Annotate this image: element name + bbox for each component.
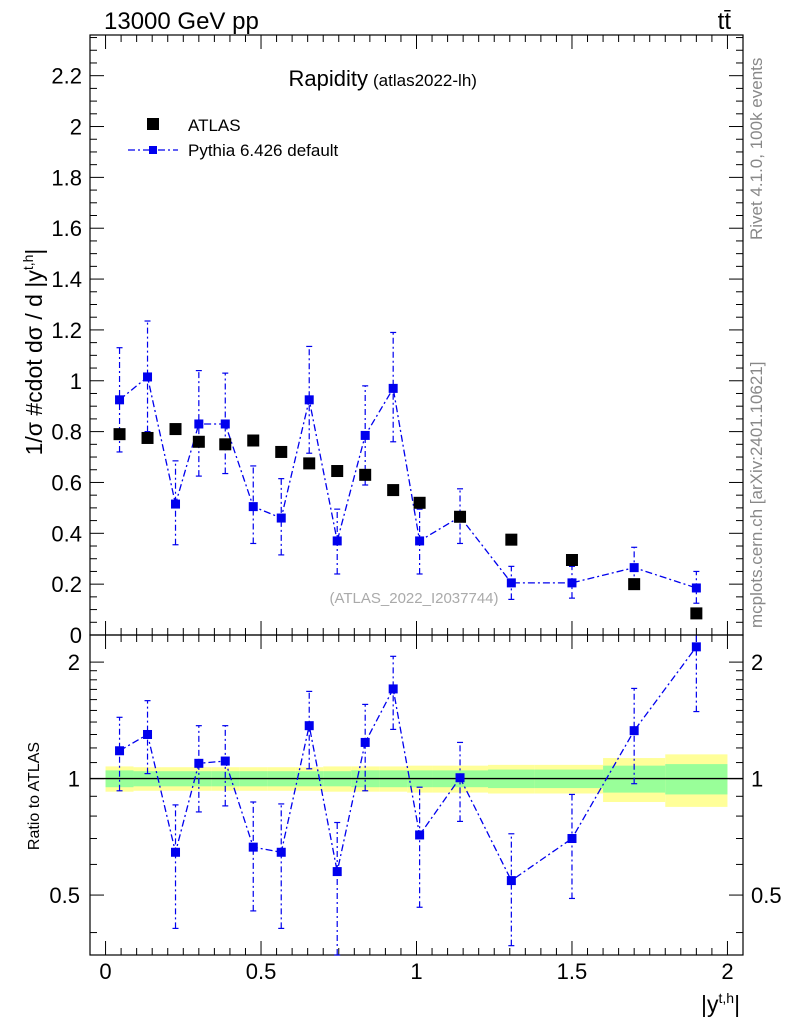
ratio-point (220, 756, 230, 766)
main-y-tick-label: 0.6 (51, 470, 82, 495)
x-axis-title: |yt,h| (701, 990, 740, 1017)
ratio-point (248, 842, 258, 852)
main-y-tick-label: 1.4 (51, 267, 82, 292)
x-tick-label: 1.5 (557, 959, 588, 984)
pythia-point (332, 536, 342, 546)
pythia-point (276, 513, 286, 523)
ratio-point (360, 737, 370, 747)
main-y-tick-label: 0.8 (51, 420, 82, 445)
atlas-point (141, 431, 154, 444)
pythia-point (194, 419, 204, 429)
ratio-y-tick-label-right: 0.5 (751, 883, 782, 908)
ratio-plot-panel: 0.5 0.5 1 1 2 2 0 0.5 1 1.5 2 Ratio to ATLAS (26, 634, 782, 984)
main-plot-panel: Rapidity (atlas2022-lh) (ATLAS_2022_I203… (20, 34, 744, 648)
atlas-point (169, 423, 182, 436)
pythia-point (220, 419, 230, 429)
ratio-point (143, 729, 153, 739)
atlas-point (413, 496, 426, 509)
x-tick-label: 2 (721, 959, 733, 984)
ratio-point (304, 721, 314, 731)
pythia-point (248, 502, 258, 512)
pythia-point (567, 578, 577, 588)
pythia-point (171, 499, 181, 509)
rivet-version-label: Rivet 4.1.0, 100k events (747, 58, 766, 240)
atlas-point (387, 484, 400, 497)
atlas-point (628, 578, 641, 591)
main-y-tick-label: 0 (70, 623, 82, 648)
pythia-point (506, 578, 516, 588)
ratio-point (629, 726, 639, 736)
atlas-point (219, 438, 232, 451)
analysis-watermark: (ATLAS_2022_I2037744) (329, 590, 498, 607)
svg-text:1/σ #cdot dσ / d |yt,h|: 1/σ #cdot dσ / d |yt,h| (20, 249, 47, 456)
ratio-y-tick-label-right: 2 (751, 650, 763, 675)
main-y-axis-title: 1/σ #cdot dσ / d |yt,h| (20, 249, 47, 456)
mcplots-label: mcplots.cern.ch [arXiv:2401.10621] (747, 362, 766, 628)
ratio-point (194, 758, 204, 768)
ratio-point (691, 642, 701, 652)
ratio-series-line (119, 646, 697, 882)
ratio-band-inner (665, 764, 728, 795)
main-y-tick-label: 1.6 (51, 216, 82, 241)
legend-atlas-marker (147, 118, 159, 130)
energy-label: 13000 GeV pp (104, 8, 259, 35)
ratio-y-tick-label-right: 1 (751, 767, 763, 792)
ratio-point (567, 834, 577, 844)
ratio-y-tick-label: 1 (68, 767, 80, 792)
ratio-point (388, 684, 398, 694)
pythia-point (304, 395, 314, 405)
legend-pythia-marker (149, 146, 157, 154)
ratio-y-tick-label: 2 (68, 650, 80, 675)
atlas-point (331, 465, 344, 478)
main-y-tick-label: 2.2 (51, 64, 82, 89)
atlas-point (275, 445, 288, 458)
pythia-point (388, 383, 398, 393)
ratio-point (115, 746, 125, 756)
main-y-tick-label: 1.2 (51, 318, 82, 343)
atlas-point (247, 434, 260, 447)
main-y-tick-label: 1 (70, 369, 82, 394)
ratio-y-axis-title: Ratio to ATLAS (26, 742, 43, 850)
x-tick-label: 1 (410, 959, 422, 984)
main-y-tick-label: 0.4 (51, 521, 82, 546)
x-tick-label: 0 (99, 959, 111, 984)
process-label: tt̄ (718, 8, 732, 35)
atlas-point (192, 435, 205, 448)
ratio-point (506, 876, 516, 886)
atlas-point (359, 468, 372, 481)
pythia-point (629, 563, 639, 573)
ratio-point (276, 847, 286, 857)
pythia-point (143, 372, 153, 382)
x-tick-label: 0.5 (246, 959, 277, 984)
atlas-point (690, 607, 703, 620)
svg-text:|yt,h|: |yt,h| (701, 990, 740, 1017)
pythia-series-line (119, 375, 697, 589)
main-y-tick-label: 0.2 (51, 572, 82, 597)
ratio-y-tick-label: 0.5 (49, 883, 80, 908)
pythia-point (115, 395, 125, 405)
ratio-point (455, 773, 465, 783)
ratio-point (415, 830, 425, 840)
legend-pythia-label: Pythia 6.426 default (188, 141, 339, 160)
atlas-point (505, 533, 518, 546)
main-y-tick-label: 1.8 (51, 165, 82, 190)
atlas-point (565, 554, 578, 566)
pythia-point (415, 536, 425, 546)
plot-title: Rapidity (289, 66, 368, 91)
atlas-point (454, 510, 467, 523)
main-y-tick-label: 2 (70, 115, 82, 140)
ratio-point (332, 867, 342, 877)
atlas-point (303, 457, 316, 470)
pythia-point (691, 583, 701, 593)
legend-atlas-label: ATLAS (188, 116, 241, 135)
ratio-point (171, 847, 181, 857)
atlas-point (113, 428, 126, 441)
plot-subtitle: (atlas2022-lh) (373, 71, 477, 90)
pythia-point (360, 430, 370, 440)
